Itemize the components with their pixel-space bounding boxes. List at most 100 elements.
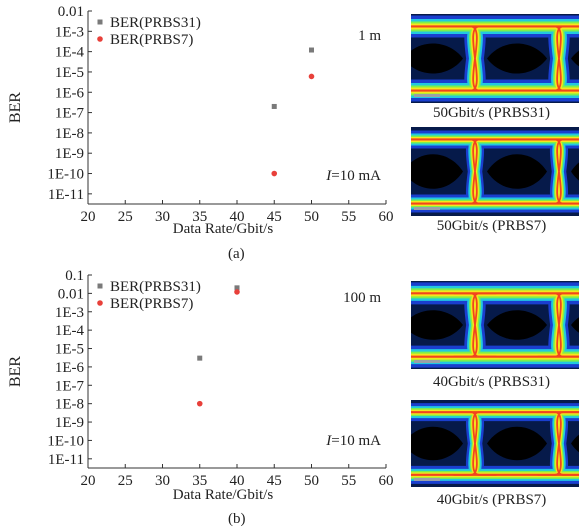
- legend-label: BER(PRBS7): [110, 296, 193, 312]
- scope-overlay-mark: [414, 478, 440, 481]
- eye-diagram-image: [411, 281, 579, 369]
- y-tick-label: 1E-9: [55, 415, 84, 431]
- eye-opening: [487, 154, 547, 189]
- eye-opening: [571, 162, 579, 181]
- data-point-prbs7: [308, 73, 315, 80]
- x-axis-label: Data Rate/Gbit/s: [173, 221, 274, 237]
- data-point-prbs31: [234, 285, 240, 291]
- y-tick-label: 1E-4: [55, 45, 85, 61]
- eye-opening: [571, 434, 579, 453]
- x-axis-label: Data Rate/Gbit/s: [173, 487, 274, 503]
- x-tick-label: 35: [192, 473, 207, 489]
- eye-caption: 50Gbit/s (PRBS31): [432, 105, 551, 121]
- scope-overlay-mark: [414, 207, 440, 210]
- data-point-prbs31: [309, 47, 314, 53]
- eye-opening: [411, 154, 463, 189]
- y-axis-label: BER: [7, 92, 24, 123]
- eye-opening: [487, 310, 547, 340]
- x-tick-label: 40: [230, 209, 245, 225]
- legend-label: BER(PRBS31): [110, 279, 201, 295]
- legend-marker: [97, 19, 103, 25]
- eye-crossing-trace: [411, 292, 579, 358]
- ber-figure: 20 25 30 35 40 45 50 55 60 0.01 1E-3 1E-4 1E-5 1E-6 1E…: [7, 4, 394, 503]
- eye-opening: [487, 43, 547, 74]
- x-tick-label: 20: [81, 473, 96, 489]
- x-tick-label: 60: [379, 209, 394, 225]
- data-point-prbs31: [271, 103, 277, 109]
- x-tick-label: 30: [155, 209, 170, 225]
- y-tick-label: 1E-8: [55, 397, 84, 413]
- eye-opening: [411, 43, 463, 74]
- x-tick-label: 50: [304, 209, 319, 225]
- chart-b: 20 25 30 35 40 45 50 55 60 0.1 0.01 1E-3 1E-4 1E-5 1E-…: [7, 268, 394, 503]
- x-tick-label: 35: [192, 209, 207, 225]
- y-tick-label: 1E-4: [55, 323, 85, 339]
- eye-opening: [571, 317, 579, 333]
- data-point-prbs31: [197, 355, 203, 361]
- y-tick-label: 1E-10: [47, 433, 84, 449]
- y-tick-label: 1E-9: [55, 146, 84, 162]
- eye-crossing-trace: [411, 411, 579, 476]
- y-tick-label: 1E-8: [55, 126, 84, 142]
- y-tick-label: 1E-10: [47, 167, 84, 183]
- current-annotation: I=10 mA: [325, 168, 381, 184]
- data-point-prbs7: [196, 400, 203, 407]
- eye-opening: [411, 310, 463, 340]
- scope-overlay-mark: [414, 360, 440, 363]
- data-point-prbs7: [234, 289, 240, 295]
- y-tick-label: 1E-3: [55, 305, 84, 321]
- current-annotation: I=10 mA: [325, 433, 381, 449]
- y-tick-label: 1E-6: [55, 360, 85, 376]
- legend-marker: [97, 36, 103, 42]
- y-tick-label: 1E-5: [55, 342, 84, 358]
- x-tick-label: 30: [155, 473, 170, 489]
- eye-diagram-image: [411, 14, 579, 103]
- eye-diagram-image: [411, 400, 579, 487]
- y-tick-label: 1E-6: [55, 85, 85, 101]
- eye-caption: 40Gbit/s (PRBS31): [432, 374, 551, 390]
- data-point-prbs7: [271, 170, 278, 177]
- current-value: =10 mA: [331, 168, 381, 184]
- eye-diagram-svg: [411, 127, 579, 216]
- y-tick-label: 0.01: [58, 286, 84, 302]
- legend-label: BER(PRBS31): [110, 15, 201, 31]
- y-tick-label: 0.1: [65, 268, 84, 284]
- eye-opening: [571, 50, 579, 67]
- eye-diagram-svg: [411, 14, 579, 103]
- panel-label-b: (b): [228, 511, 246, 527]
- eye-caption: 50Gbit/s (PRBS7): [436, 218, 547, 234]
- eye-diagram-image: [411, 127, 579, 216]
- y-tick-label: 1E-3: [55, 24, 84, 40]
- eye-crossing-trace: [411, 138, 579, 205]
- y-tick-label: 1E-5: [55, 65, 84, 81]
- legend-marker: [97, 283, 103, 289]
- y-tick-label: 1E-11: [48, 187, 84, 203]
- chart-a: 20 25 30 35 40 45 50 55 60 0.01 1E-3 1E-4 1E-5 1E-6 1E…: [7, 4, 394, 237]
- x-tick-label: 50: [304, 473, 319, 489]
- x-tick-label: 45: [267, 473, 282, 489]
- y-tick-label: 1E-7: [55, 378, 85, 394]
- x-tick-label: 25: [118, 209, 133, 225]
- legend-marker: [97, 300, 103, 306]
- y-tick-label: 1E-7: [55, 106, 85, 122]
- x-tick-label: 20: [81, 209, 96, 225]
- eye-opening: [411, 426, 463, 461]
- eye-caption: 40Gbit/s (PRBS7): [436, 492, 547, 508]
- distance-annotation: 1 m: [358, 28, 381, 44]
- legend-label: BER(PRBS7): [110, 32, 193, 48]
- scope-overlay-mark: [414, 94, 440, 97]
- x-tick-label: 55: [341, 473, 356, 489]
- panel-label-a: (a): [228, 246, 245, 262]
- eye-crossing-trace: [411, 25, 579, 92]
- current-symbol: I: [325, 433, 332, 449]
- eye-diagram-svg: [411, 400, 579, 487]
- y-axis-label: BER: [7, 356, 24, 387]
- y-tick-label: 1E-11: [48, 452, 84, 468]
- x-tick-label: 55: [341, 209, 356, 225]
- eye-opening: [487, 426, 547, 461]
- eye-diagram-svg: [411, 281, 579, 369]
- x-tick-label: 25: [118, 473, 133, 489]
- y-tick-label: 0.01: [58, 4, 84, 20]
- x-tick-label: 60: [379, 473, 394, 489]
- current-symbol: I: [325, 168, 332, 184]
